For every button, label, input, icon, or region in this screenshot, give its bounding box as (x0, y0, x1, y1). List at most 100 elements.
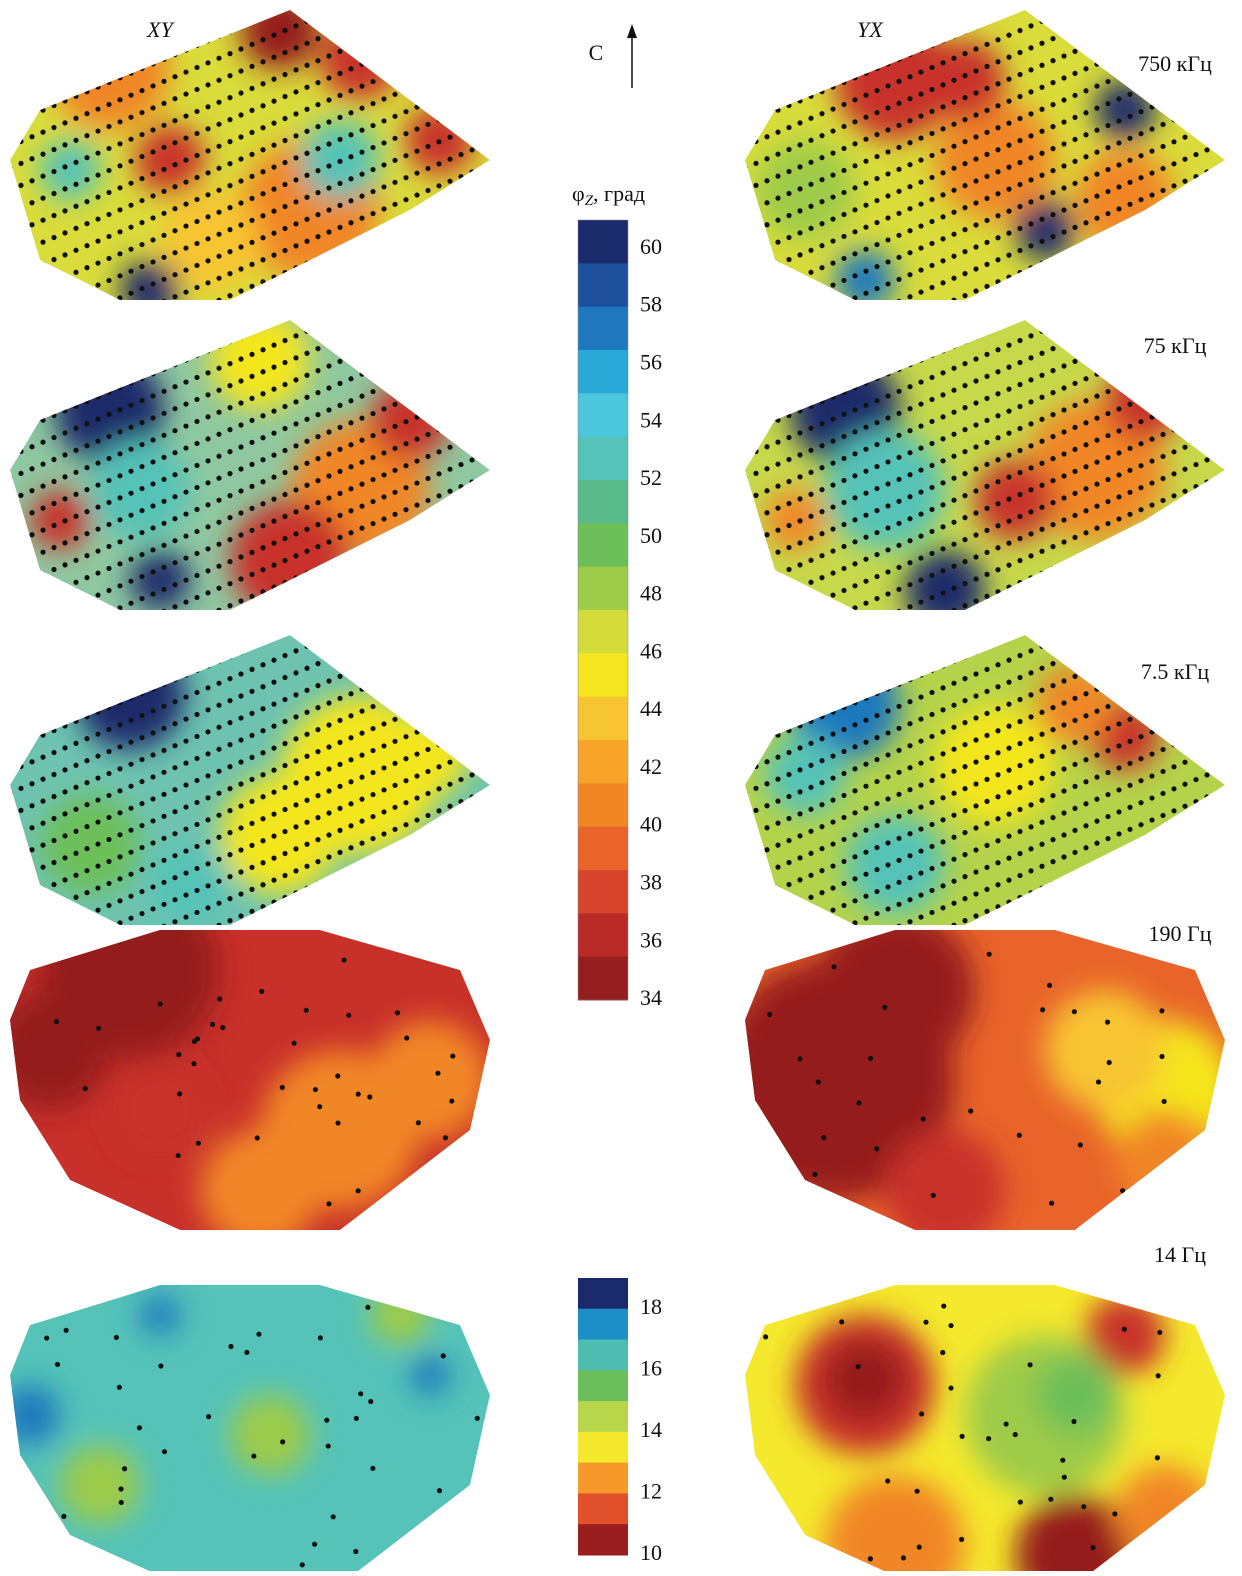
station (106, 434, 111, 439)
station (1006, 297, 1011, 302)
station (775, 396, 780, 401)
station (480, 189, 485, 194)
station (469, 508, 474, 513)
station (29, 488, 34, 493)
station (447, 71, 452, 76)
station (469, 457, 474, 462)
station (1105, 345, 1110, 350)
station (216, 232, 221, 237)
station (7, 739, 12, 744)
station (775, 550, 780, 555)
station (18, 403, 23, 408)
station (29, 288, 34, 293)
station (7, 277, 12, 282)
station (951, 344, 956, 349)
station (260, 81, 265, 86)
station (458, 42, 463, 47)
station (40, 689, 45, 694)
station (95, 526, 100, 531)
station (852, 341, 857, 346)
station (315, 368, 320, 373)
station (436, 581, 441, 586)
station (1094, 106, 1099, 111)
station (1149, 170, 1154, 175)
station (753, 669, 758, 674)
station (293, 133, 298, 138)
station (95, 438, 100, 443)
station (370, 543, 375, 548)
station (29, 715, 34, 720)
station (863, 689, 868, 694)
station (194, 617, 199, 622)
station (753, 205, 758, 210)
station (1072, 269, 1077, 274)
station (392, 70, 397, 75)
station (161, 609, 166, 614)
station (172, 140, 177, 145)
station (150, 657, 155, 662)
station (260, 589, 265, 594)
station (326, 275, 331, 280)
station (1116, 604, 1121, 609)
station (392, 114, 397, 119)
station (117, 339, 122, 344)
station (260, 325, 265, 330)
station (293, 45, 298, 50)
station (775, 0, 780, 3)
station (1149, 436, 1154, 441)
station (348, 88, 353, 93)
station (808, 536, 813, 541)
station (1171, 515, 1176, 520)
station (819, 177, 824, 182)
station (425, 122, 430, 127)
station (918, 599, 923, 604)
station (480, 77, 485, 82)
station (73, 50, 78, 55)
station (381, 30, 386, 35)
station (896, 299, 901, 304)
station (819, 67, 824, 72)
station (742, 187, 747, 192)
station (128, 357, 133, 362)
station (51, 596, 56, 601)
station (1072, 337, 1077, 342)
station (161, 321, 166, 326)
station (995, 457, 1000, 462)
station (1006, 453, 1011, 458)
station (742, 253, 747, 258)
station (139, 44, 144, 49)
station (1127, 446, 1132, 451)
station (1039, 351, 1044, 356)
station (62, 98, 67, 103)
station (172, 338, 177, 343)
station (940, 326, 945, 331)
station (128, 49, 133, 54)
station (326, 568, 331, 573)
station (907, 516, 912, 521)
station (392, 578, 397, 583)
station (940, 236, 945, 241)
station (1160, 254, 1165, 259)
station (73, 712, 78, 717)
station (403, 536, 408, 541)
station (1006, 431, 1011, 436)
station (973, 222, 978, 227)
station (1028, 67, 1033, 72)
station (18, 73, 23, 78)
station (95, 84, 100, 89)
station (7, 702, 12, 707)
station (918, 335, 923, 340)
station (381, 582, 386, 587)
station (951, 188, 956, 193)
station (293, 509, 298, 514)
station (84, 707, 89, 712)
station (51, 684, 56, 689)
station (216, 78, 221, 83)
station (1171, 207, 1176, 212)
station (381, 272, 386, 277)
station (896, 321, 901, 326)
station (205, 524, 210, 529)
station (7, 607, 12, 612)
station (1138, 307, 1143, 312)
station (1083, 442, 1088, 447)
